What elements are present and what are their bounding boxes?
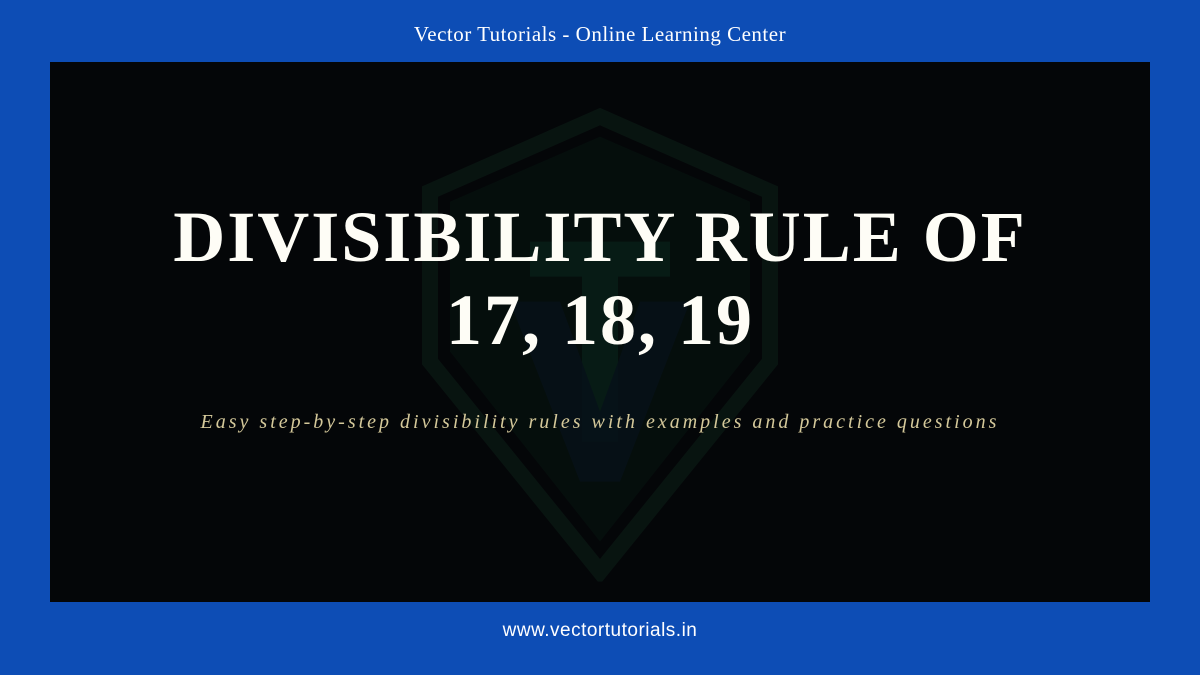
subtitle: Easy step-by-step divisibility rules wit… [201, 406, 1000, 438]
title-line-1: DIVISIBILITY RULE OF [173, 197, 1027, 277]
main-title: DIVISIBILITY RULE OF 17, 18, 19 [173, 196, 1027, 362]
footer-url: www.vectortutorials.in [503, 620, 698, 642]
header-title: Vector Tutorials - Online Learning Cente… [414, 22, 786, 47]
main-panel: DIVISIBILITY RULE OF 17, 18, 19 Easy ste… [50, 62, 1150, 602]
title-line-2: 17, 18, 19 [446, 280, 754, 360]
content-wrapper: DIVISIBILITY RULE OF 17, 18, 19 Easy ste… [50, 226, 1150, 439]
